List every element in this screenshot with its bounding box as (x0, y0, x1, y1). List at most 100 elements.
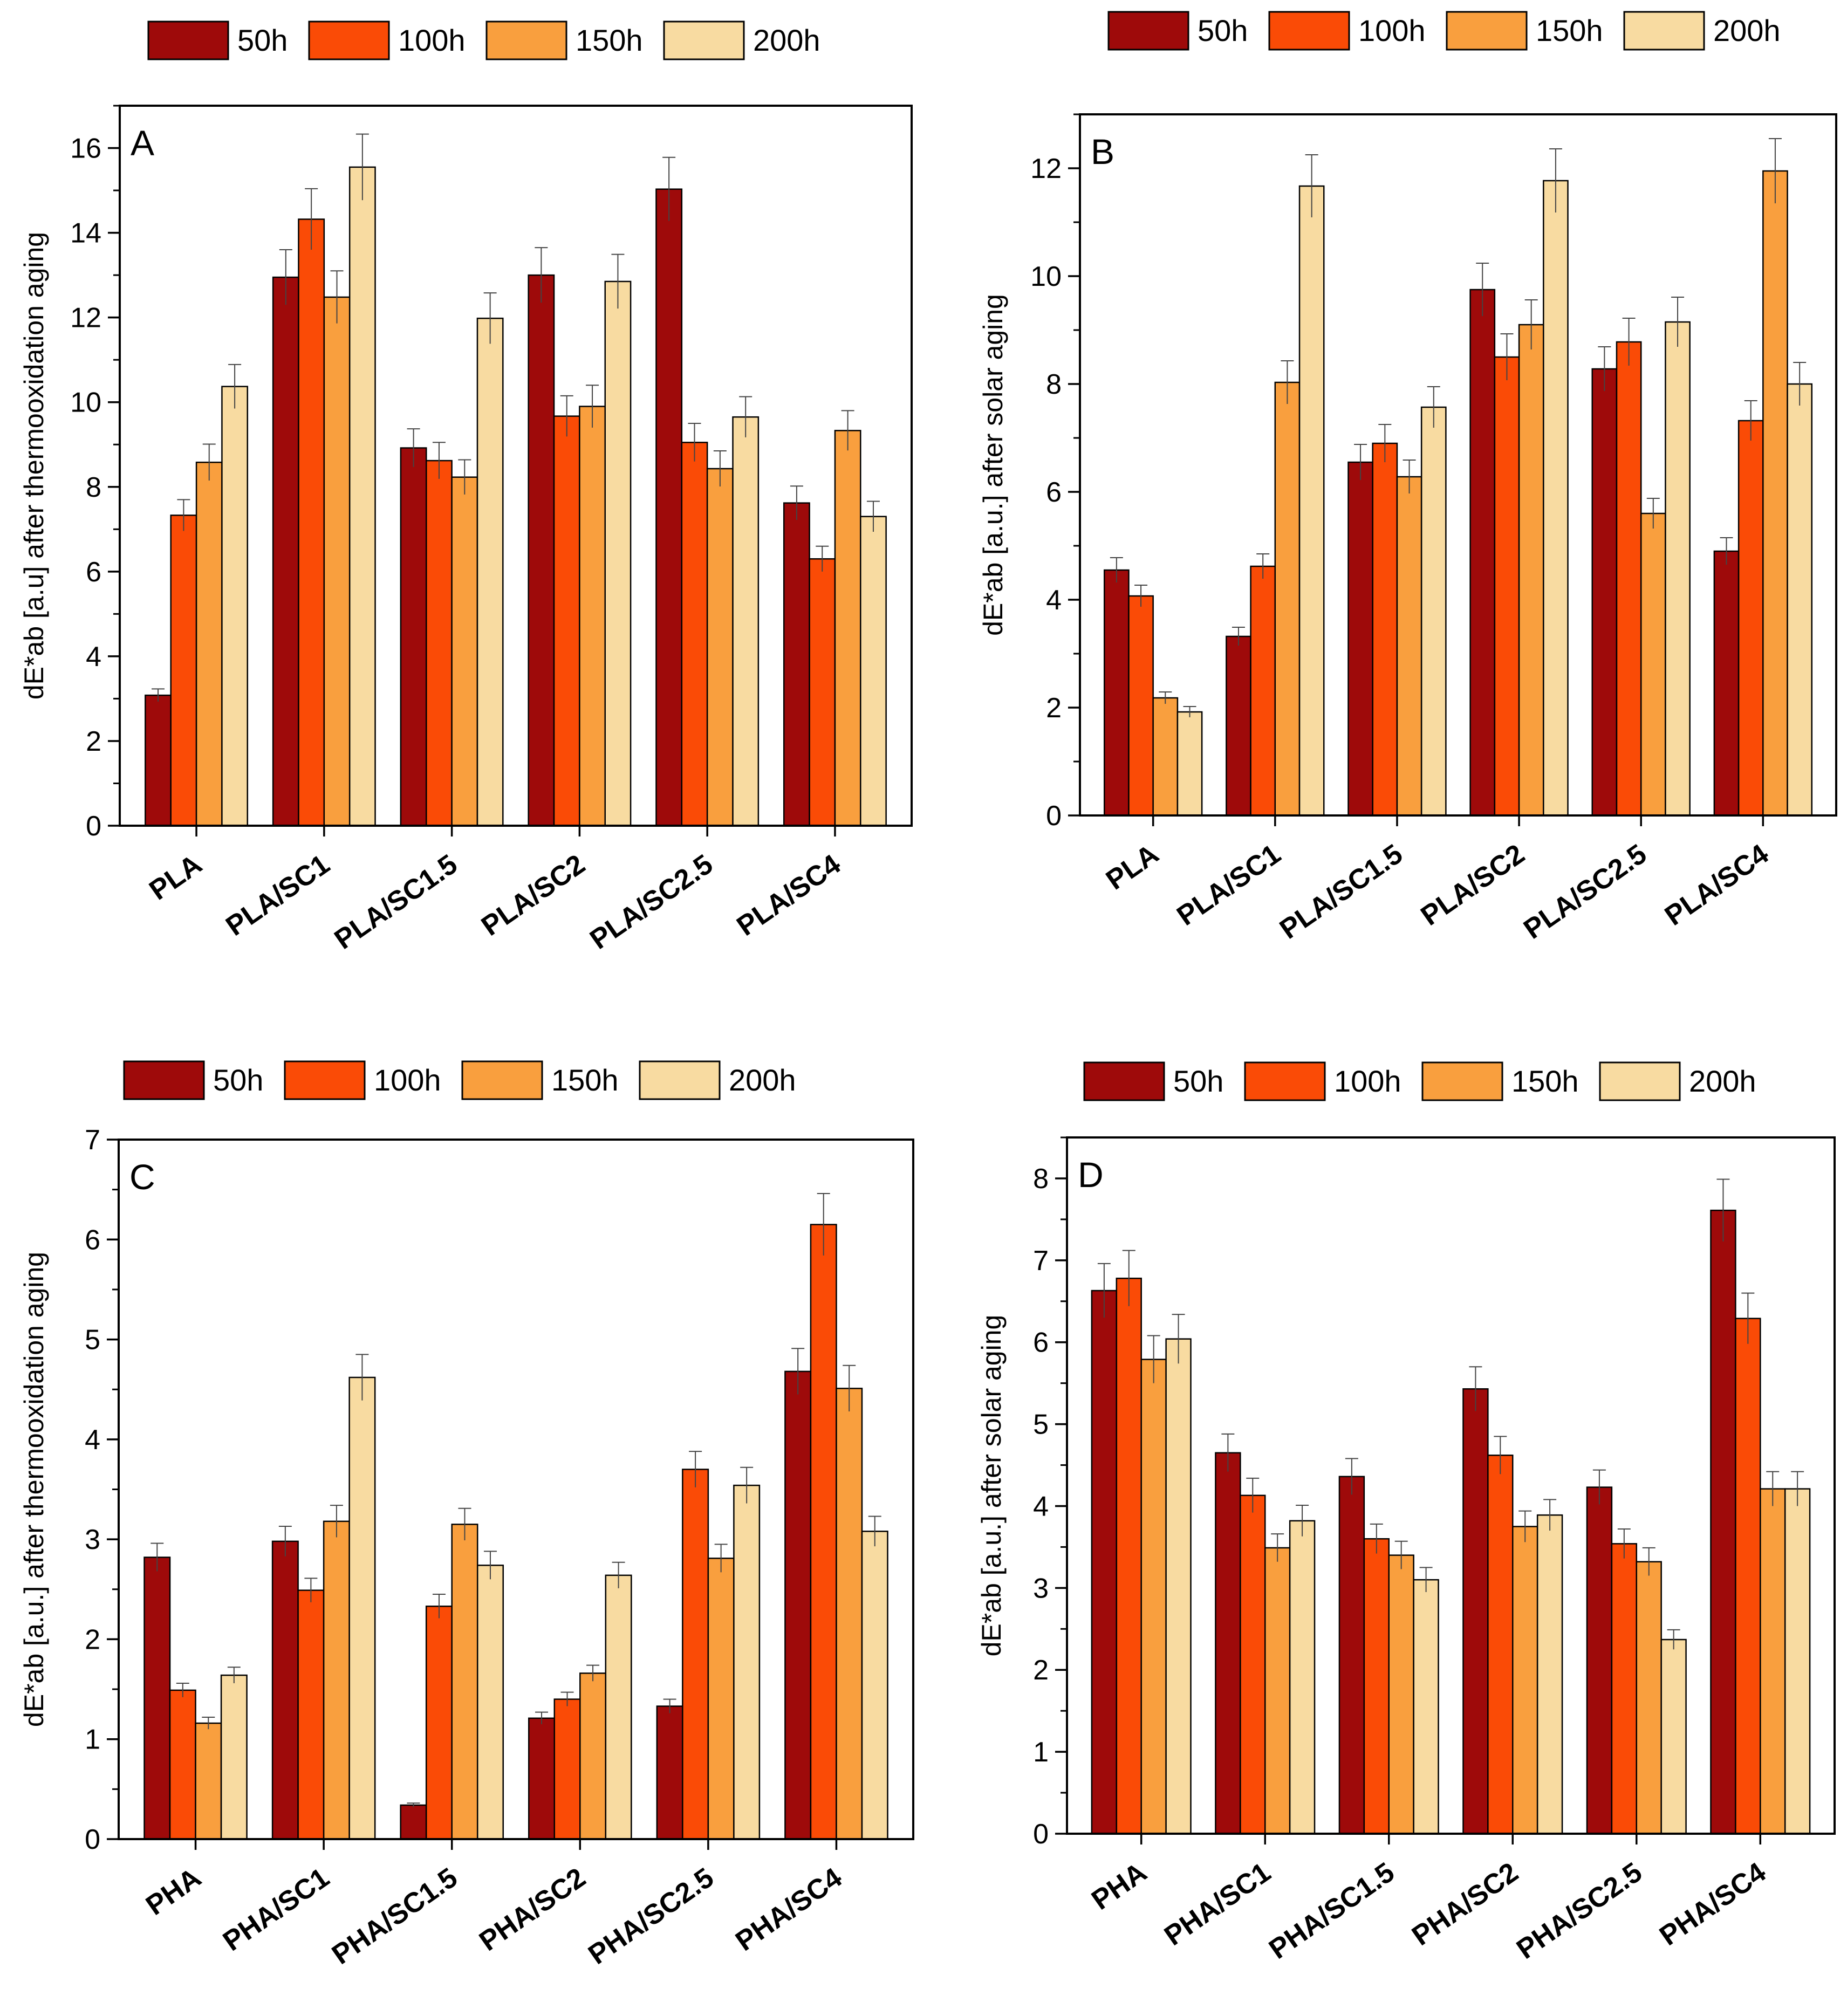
legend-label-d-50h: 50h (1173, 1064, 1223, 1098)
category-label-b-pla-sc4: PLA/SC4 (1659, 838, 1774, 932)
y-tick-label-c-3: 3 (85, 1524, 100, 1555)
legend-label-d-200h: 200h (1689, 1064, 1756, 1098)
legend-swatch-d-150h (1421, 1061, 1503, 1101)
bar-b-pla-sc2-200h (1543, 180, 1569, 817)
legend-swatch-d-50h (1083, 1061, 1165, 1101)
y-tick-label-d-5: 5 (1033, 1409, 1049, 1441)
bar-b-pla-sc1-200h (1298, 185, 1325, 817)
plot-frame-b (1079, 113, 1837, 817)
legend-swatch-a-200h (663, 20, 745, 60)
category-label-a-pla-sc4: PLA/SC4 (731, 848, 846, 942)
legend-label-b-200h: 200h (1713, 13, 1781, 47)
bar-c-pha-sc4-200h (861, 1531, 888, 1840)
legend-label-b-100h: 100h (1358, 13, 1426, 47)
bar-d-pha-sc1-50h (1215, 1452, 1241, 1835)
bar-a-pla-sc4-100h (809, 558, 836, 827)
legend-label-a-100h: 100h (398, 23, 466, 57)
bar-c-pha-150h (195, 1722, 222, 1840)
bar-a-pla-200h (221, 386, 249, 827)
bar-b-pla-sc4-100h (1737, 420, 1764, 817)
bar-c-pha-sc1-5-100h (425, 1606, 453, 1840)
category-label-b-pla: PLA (1100, 838, 1164, 896)
category-label-a-pla-sc1: PLA/SC1 (221, 848, 336, 942)
bar-d-pha-sc4-150h (1760, 1488, 1786, 1835)
bar-d-pha-sc2-5-150h (1636, 1561, 1662, 1835)
bar-c-pha-sc2-100h (553, 1698, 581, 1840)
bar-d-pha-100h (1116, 1277, 1142, 1835)
bar-d-pha-sc1-200h (1289, 1520, 1316, 1835)
legend-swatch-d-100h (1244, 1061, 1326, 1101)
bar-a-pla-150h (195, 461, 223, 827)
bar-b-pla-sc2-100h (1494, 356, 1520, 817)
bar-d-pha-sc1-5-200h (1413, 1579, 1439, 1835)
bar-c-pha-sc2-200h (605, 1574, 632, 1840)
bar-b-pla-sc4-200h (1787, 383, 1813, 817)
bar-d-pha-sc2-50h (1462, 1388, 1489, 1835)
bar-b-pla-sc2-5-100h (1616, 341, 1642, 817)
bar-d-pha-150h (1140, 1359, 1167, 1835)
legend-label-a-200h: 200h (753, 23, 820, 57)
bar-d-pha-sc2-5-100h (1611, 1543, 1638, 1835)
category-label-d-pha-sc2-5: PHA/SC2.5 (1511, 1856, 1647, 1965)
bar-c-pha-sc1-5-200h (476, 1565, 504, 1840)
panel-letter-c: C (129, 1157, 155, 1197)
legend-label-c-150h: 150h (551, 1063, 619, 1097)
category-label-a-pla-sc2: PLA/SC2 (476, 848, 591, 942)
panel-letter-a: A (131, 123, 154, 163)
bar-d-pha-sc1-5-100h (1363, 1538, 1390, 1835)
bar-c-pha-sc2-5-200h (733, 1484, 761, 1840)
y-axis-title-c: dE*ab [a.u.] after thermooxidation aging (19, 1252, 49, 1727)
y-tick-label-d-3: 3 (1033, 1573, 1049, 1604)
bar-c-pha-sc2-5-50h (656, 1705, 683, 1840)
bar-c-pha-sc2-5-100h (682, 1469, 709, 1840)
bar-b-pla-sc2-5-200h (1665, 321, 1691, 817)
legend-swatch-c-150h (461, 1060, 543, 1100)
y-tick-label-a-2: 2 (86, 726, 101, 757)
bar-a-pla-sc1-200h (348, 166, 376, 827)
y-tick-label-c-2: 2 (85, 1624, 100, 1655)
bar-c-pha-sc1-200h (348, 1376, 376, 1840)
category-label-d-pha-sc2: PHA/SC2 (1406, 1856, 1524, 1952)
bar-c-pha-sc1-5-50h (400, 1804, 427, 1840)
category-label-d-pha-sc1: PHA/SC1 (1159, 1856, 1276, 1952)
bar-c-pha-sc1-100h (297, 1589, 325, 1840)
panel-letter-b: B (1091, 132, 1114, 172)
category-label-a-pla-sc1-5: PLA/SC1.5 (329, 848, 463, 955)
bar-a-pla-sc1-5-100h (426, 460, 453, 827)
bar-a-pla-sc1-5-200h (476, 317, 504, 827)
bar-d-pha-sc2-200h (1536, 1514, 1563, 1835)
bar-a-pla-sc1-50h (272, 276, 299, 827)
bar-a-pla-sc2-200h (604, 280, 632, 827)
bar-d-pha-sc2-5-200h (1660, 1638, 1687, 1835)
y-tick-label-d-4: 4 (1033, 1491, 1049, 1522)
category-label-c-pha-sc1-5: PHA/SC1.5 (326, 1862, 463, 1971)
bar-c-pha-50h (143, 1556, 171, 1840)
bar-a-pla-sc2-50h (528, 274, 555, 827)
bar-d-pha-sc1-5-50h (1338, 1476, 1365, 1835)
bar-c-pha-100h (169, 1689, 196, 1840)
y-tick-label-b-2: 2 (1046, 692, 1062, 724)
category-label-d-pha-sc1-5: PHA/SC1.5 (1263, 1856, 1400, 1965)
legend-swatch-b-50h (1107, 11, 1189, 51)
y-tick-label-d-7: 7 (1033, 1245, 1049, 1277)
legend-label-b-150h: 150h (1536, 13, 1603, 47)
y-tick-label-b-0: 0 (1046, 800, 1062, 832)
bar-c-pha-sc1-50h (271, 1540, 299, 1840)
bar-b-pla-sc1-100h (1250, 565, 1276, 817)
legend-swatch-b-150h (1446, 11, 1528, 51)
legend-swatch-a-150h (485, 20, 567, 60)
bar-c-pha-sc1-5-150h (451, 1524, 478, 1840)
category-label-a-pla: PLA (143, 848, 207, 906)
y-tick-label-a-0: 0 (86, 811, 101, 842)
bar-b-pla-sc1-5-50h (1347, 461, 1373, 817)
bar-d-pha-sc2-100h (1487, 1455, 1514, 1835)
bar-a-pla-sc1-5-150h (451, 476, 478, 827)
y-tick-label-d-0: 0 (1033, 1819, 1049, 1850)
bar-d-pha-sc2-150h (1512, 1526, 1538, 1835)
bar-d-pha-sc4-200h (1784, 1488, 1811, 1835)
y-tick-label-c-4: 4 (85, 1424, 100, 1456)
bar-b-pla-sc4-50h (1713, 550, 1740, 817)
